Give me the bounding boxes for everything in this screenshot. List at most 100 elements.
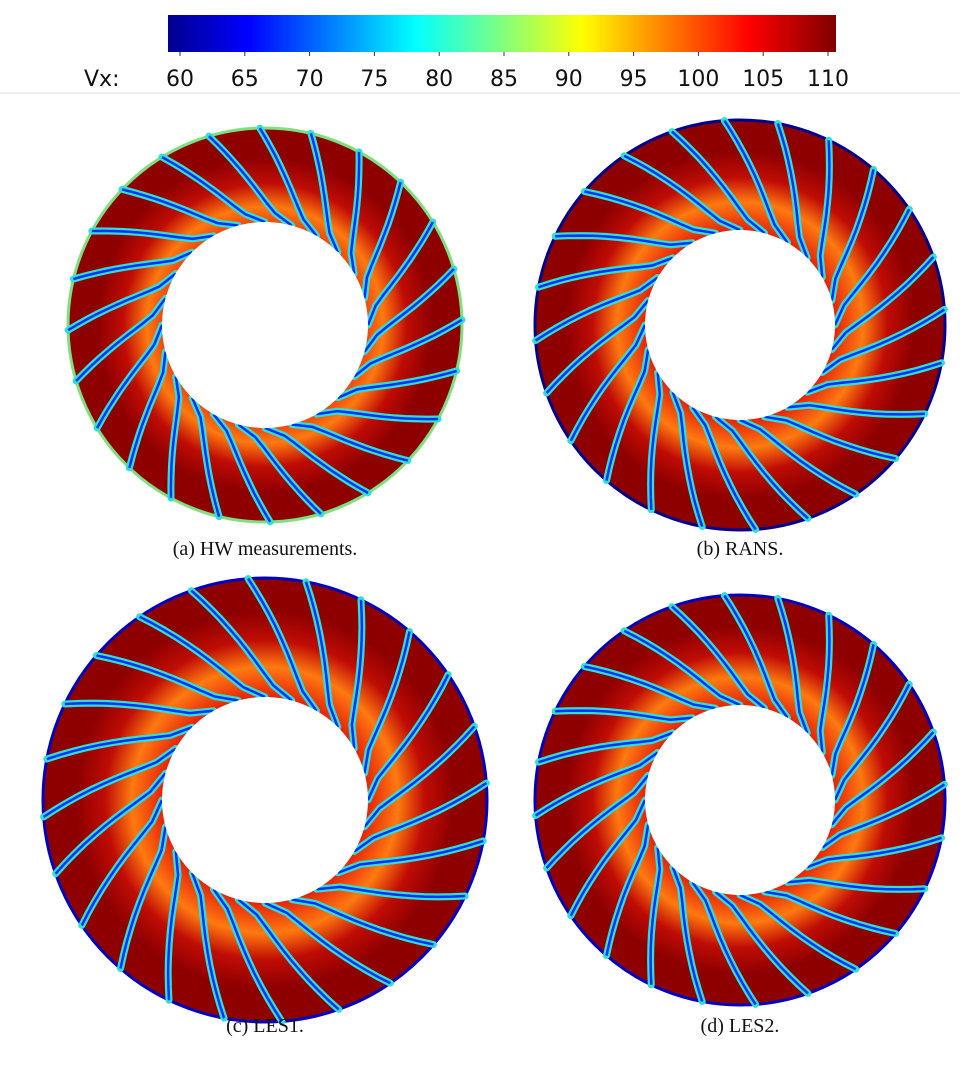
wake-core — [337, 839, 484, 874]
hub — [162, 697, 368, 903]
wake-core — [691, 881, 757, 1006]
wake-core — [191, 872, 226, 1019]
hub — [645, 705, 835, 895]
colorbar-tick-label: 85 — [490, 67, 518, 92]
wake-core — [75, 297, 167, 382]
wake-core — [237, 423, 322, 515]
wake-core — [584, 665, 716, 710]
contour-plot: (a) HW measurements. — [64, 124, 466, 560]
wake-core — [237, 898, 340, 1011]
wake-core — [139, 615, 266, 699]
wake-core — [42, 747, 177, 818]
wake-core — [806, 836, 942, 869]
caption: (a) HW measurements. — [173, 538, 358, 560]
wake-core — [309, 133, 339, 253]
wake-core — [830, 169, 875, 301]
colorbar-tick-label: 95 — [620, 67, 648, 92]
wake-core — [671, 130, 766, 235]
colorbar-tick-label: 90 — [555, 67, 583, 92]
wake-core — [91, 229, 214, 241]
hub — [162, 222, 368, 428]
wake-core — [212, 413, 272, 523]
wake-core — [671, 391, 704, 527]
wake-core — [569, 799, 647, 917]
wake-core — [534, 276, 659, 342]
wake-core — [349, 151, 361, 274]
caption: (d) LES2. — [701, 1015, 780, 1037]
wake-core — [46, 726, 193, 761]
wake-core — [818, 140, 831, 278]
wake-core — [545, 774, 650, 869]
wake-core — [714, 415, 809, 520]
wake-core — [691, 406, 757, 531]
wake-core — [818, 615, 831, 753]
wake-core — [739, 893, 857, 971]
wake-core — [787, 403, 925, 416]
wake-core — [649, 847, 662, 985]
panels: (a) HW measurements. (b) RANS. (c) LES1. (d… — [40, 117, 948, 1037]
wake-core — [366, 221, 434, 326]
wake-core — [304, 581, 339, 728]
colorbar-tick-label: 100 — [677, 67, 719, 92]
wake-core — [291, 898, 434, 946]
wake-core — [569, 324, 647, 442]
colorbar-tick-label: 75 — [360, 67, 388, 92]
wake-core — [212, 888, 283, 1023]
wake-core — [128, 351, 167, 469]
wake-core — [545, 299, 650, 394]
wake-core — [67, 272, 177, 332]
wake-core — [73, 251, 193, 281]
wake-core — [166, 851, 180, 1001]
wake-core — [833, 208, 911, 326]
wake-core — [191, 397, 221, 517]
wake-core — [723, 594, 789, 719]
wake-core — [161, 156, 266, 224]
wake-core — [830, 644, 875, 776]
wake-core — [119, 826, 167, 969]
colorbar-tick-label: 65 — [231, 67, 259, 92]
wake-core — [363, 631, 411, 774]
wake-core — [776, 598, 809, 734]
wake-core — [764, 890, 896, 935]
wake-core — [337, 369, 457, 399]
wake-core — [316, 885, 466, 899]
wake-core — [623, 154, 741, 232]
caption: (c) LES1. — [226, 1015, 304, 1037]
wake-core — [806, 361, 942, 394]
wake-core — [353, 318, 463, 378]
wake-core — [353, 782, 488, 853]
wake-core — [649, 372, 662, 510]
wake-core — [96, 654, 239, 702]
wake-core — [538, 256, 674, 289]
wake-core — [821, 783, 946, 849]
wake-core — [350, 599, 364, 749]
wake-core — [605, 824, 650, 956]
wake-core — [764, 415, 896, 460]
wake-core — [169, 376, 181, 499]
wake-core — [833, 683, 911, 801]
wake-core — [363, 268, 455, 353]
wake-core — [623, 629, 741, 707]
wake-core — [739, 418, 857, 496]
colorbar-tick-label: 80 — [425, 67, 453, 92]
colorbar — [168, 15, 836, 52]
wake-core — [258, 127, 318, 237]
wake-core — [363, 725, 476, 828]
wake-core — [247, 577, 318, 712]
colorbar-tick-label: 105 — [742, 67, 784, 92]
wake-core — [555, 234, 693, 247]
caption: (b) RANS. — [697, 538, 784, 560]
wake-core — [671, 866, 704, 1002]
wake-core — [264, 901, 391, 985]
wake-core — [96, 324, 164, 429]
wake-core — [316, 409, 439, 421]
contour-plot: (b) RANS. — [532, 117, 948, 560]
wake-core — [366, 674, 450, 801]
contour-plot: (c) LES1. — [40, 575, 490, 1037]
wake-core — [208, 135, 293, 227]
wake-core — [291, 423, 409, 462]
wake-core — [264, 426, 369, 494]
contour-plot: (d) LES2. — [532, 592, 948, 1037]
wake-core — [821, 308, 946, 374]
